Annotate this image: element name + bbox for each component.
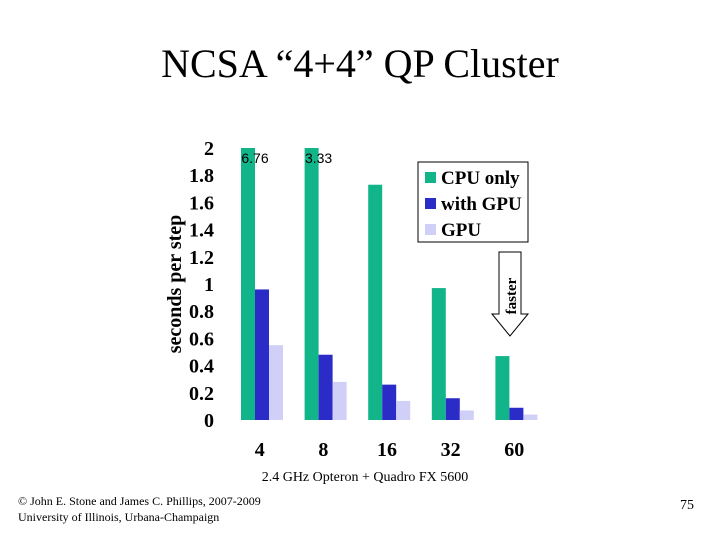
bar-cpu-only-60	[495, 356, 510, 420]
bar-with-gpu-8	[318, 354, 333, 420]
y-tick-label: 2	[204, 138, 214, 160]
page-number: 75	[680, 498, 694, 513]
legend-swatch	[425, 224, 436, 235]
data-label: 3.33	[305, 150, 332, 166]
y-tick-label: 0.4	[189, 356, 214, 378]
legend-entry: GPU	[441, 220, 481, 241]
x-tick-label: 60	[504, 439, 524, 461]
y-tick-label: 1.6	[189, 192, 214, 214]
bar-with-gpu-4	[255, 289, 269, 420]
bar-with-gpu-16	[382, 384, 397, 420]
legend-entry: CPU only	[441, 168, 520, 189]
bar-gpu-8	[332, 381, 347, 420]
bar-with-gpu-60	[509, 407, 524, 420]
y-tick-label: 0.2	[189, 383, 214, 405]
arrow-shape	[490, 251, 530, 337]
bar-cpu-only-16	[368, 184, 383, 420]
data-labels: 6.76 3.33	[241, 150, 332, 166]
y-axis-label-group: seconds per step	[164, 215, 186, 354]
y-tick-label: 1	[204, 274, 214, 296]
x-tick-label: 16	[377, 439, 397, 461]
y-axis-label: seconds per step	[164, 215, 186, 354]
legend-swatch	[425, 198, 436, 209]
faster-label: faster	[504, 277, 520, 314]
legend-box	[417, 161, 529, 243]
y-axis-ticks: 0 0.2 0.4 0.6 0.8 1 1.2 1.4 1.6 1.8 2	[189, 138, 214, 432]
legend: CPU only with GPU GPU	[417, 161, 529, 243]
bar-gpu-32	[459, 410, 474, 420]
footer-line-1: © John E. Stone and James C. Phillips, 2…	[18, 494, 261, 508]
bar-gpu-60	[523, 414, 538, 420]
bar-cpu-only-32	[431, 288, 446, 420]
bar-with-gpu-32	[445, 398, 460, 420]
x-tick-label: 8	[318, 439, 328, 461]
copyright-footer: © John E. Stone and James C. Phillips, 2…	[18, 493, 261, 525]
x-tick-label: 32	[441, 439, 461, 461]
bar-cpu-only-4	[241, 148, 255, 420]
y-tick-label: 0.8	[189, 301, 214, 323]
bar-gpu-4	[269, 345, 283, 420]
y-tick-label: 1.4	[189, 220, 214, 242]
y-tick-label: 1.2	[189, 247, 214, 269]
x-axis-ticks: 4 8 16 32 60	[255, 439, 524, 461]
legend-swatch	[425, 172, 436, 183]
y-tick-label: 0.6	[189, 328, 214, 350]
bar-cpu-only-8	[304, 148, 319, 420]
data-label: 6.76	[241, 150, 268, 166]
y-tick-label: 0	[204, 410, 214, 432]
y-tick-label: 1.8	[189, 165, 214, 187]
bars	[241, 148, 538, 420]
footer-line-2: University of Illinois, Urbana-Champaign	[18, 510, 220, 524]
x-axis-label: 2.4 GHz Opteron + Quadro FX 5600	[262, 470, 469, 485]
bar-gpu-16	[396, 400, 411, 420]
legend-entry: with GPU	[441, 194, 522, 215]
x-tick-label: 4	[255, 439, 265, 461]
faster-arrow: faster	[490, 251, 530, 337]
slide-title: NCSA “4+4” QP Cluster	[161, 41, 559, 86]
